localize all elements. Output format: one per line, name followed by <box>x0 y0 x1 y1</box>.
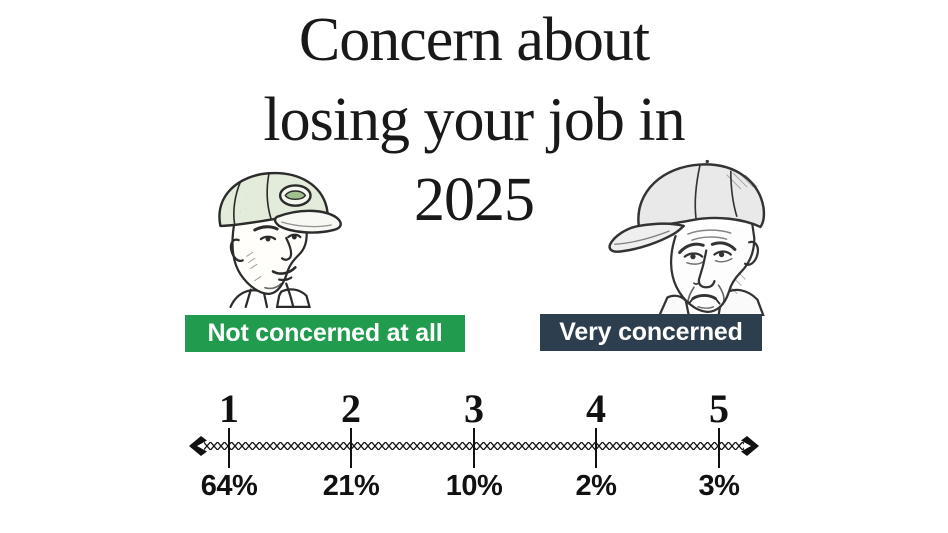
scale-point-1: 1 64% <box>164 386 294 502</box>
scale-percent: 3% <box>698 470 740 502</box>
confident-man-illustration <box>218 171 342 308</box>
left-arrow-icon <box>189 436 207 456</box>
scale-point-4: 4 2% <box>531 386 661 502</box>
scale-number: 4 <box>586 386 606 431</box>
scale-tick-mark <box>594 428 598 468</box>
scale-percent: 10% <box>445 470 503 502</box>
scale-tick-mark <box>349 428 353 468</box>
scale-percent: 64% <box>200 470 258 502</box>
scale-percent: 2% <box>575 470 617 502</box>
right-arrow-icon <box>741 436 759 456</box>
title-line-3: 2025 <box>414 166 535 234</box>
page-title: Concern about losing your job in 2025 <box>0 0 948 240</box>
scale-percent: 21% <box>322 470 380 502</box>
scale-number: 5 <box>709 386 729 431</box>
scale-tick-mark <box>717 428 721 468</box>
green-trucker-cap <box>218 171 342 234</box>
scale-number: 2 <box>341 386 361 431</box>
scale-point-3: 3 10% <box>409 386 539 502</box>
label-very-concerned: Very concerned <box>540 314 762 351</box>
label-not-concerned: Not concerned at all <box>185 315 465 352</box>
scale-point-2: 2 21% <box>286 386 416 502</box>
scale-number: 1 <box>219 386 239 431</box>
scale-tick-mark <box>472 428 476 468</box>
title-line-2: losing your job in <box>263 86 685 154</box>
worried-man-illustration <box>608 159 766 316</box>
title-line-1: Concern about <box>298 6 650 74</box>
scale-number: 3 <box>464 386 484 431</box>
gray-cap <box>608 159 766 253</box>
scale-tick-mark <box>227 428 231 468</box>
scale-point-5: 5 3% <box>654 386 784 502</box>
